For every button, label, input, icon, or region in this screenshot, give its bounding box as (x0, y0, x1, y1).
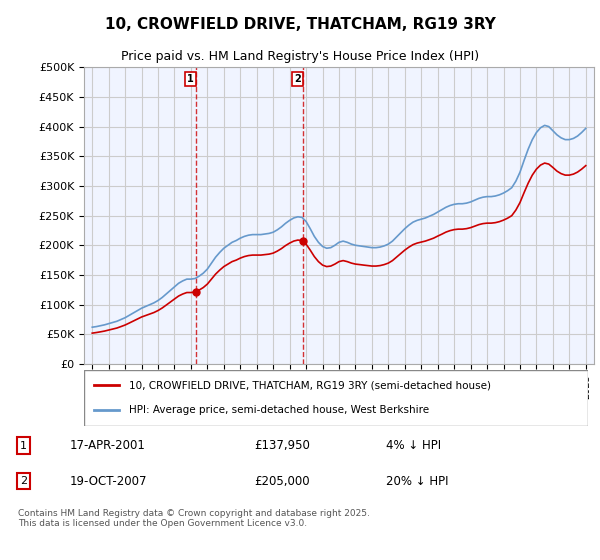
Text: 20% ↓ HPI: 20% ↓ HPI (386, 474, 449, 488)
Text: £205,000: £205,000 (254, 474, 310, 488)
Text: £137,950: £137,950 (254, 439, 310, 452)
Text: Price paid vs. HM Land Registry's House Price Index (HPI): Price paid vs. HM Land Registry's House … (121, 50, 479, 63)
Text: 19-OCT-2007: 19-OCT-2007 (70, 474, 147, 488)
Text: 10, CROWFIELD DRIVE, THATCHAM, RG19 3RY (semi-detached house): 10, CROWFIELD DRIVE, THATCHAM, RG19 3RY … (130, 380, 491, 390)
Text: HPI: Average price, semi-detached house, West Berkshire: HPI: Average price, semi-detached house,… (130, 405, 430, 415)
FancyBboxPatch shape (84, 370, 588, 426)
Text: Contains HM Land Registry data © Crown copyright and database right 2025.
This d: Contains HM Land Registry data © Crown c… (18, 508, 370, 528)
Text: 2: 2 (295, 74, 301, 84)
Text: 2: 2 (20, 476, 27, 486)
Text: 1: 1 (20, 441, 27, 451)
Text: 4% ↓ HPI: 4% ↓ HPI (386, 439, 442, 452)
Text: 17-APR-2001: 17-APR-2001 (70, 439, 145, 452)
Text: 10, CROWFIELD DRIVE, THATCHAM, RG19 3RY: 10, CROWFIELD DRIVE, THATCHAM, RG19 3RY (104, 17, 496, 32)
Text: 1: 1 (187, 74, 194, 84)
